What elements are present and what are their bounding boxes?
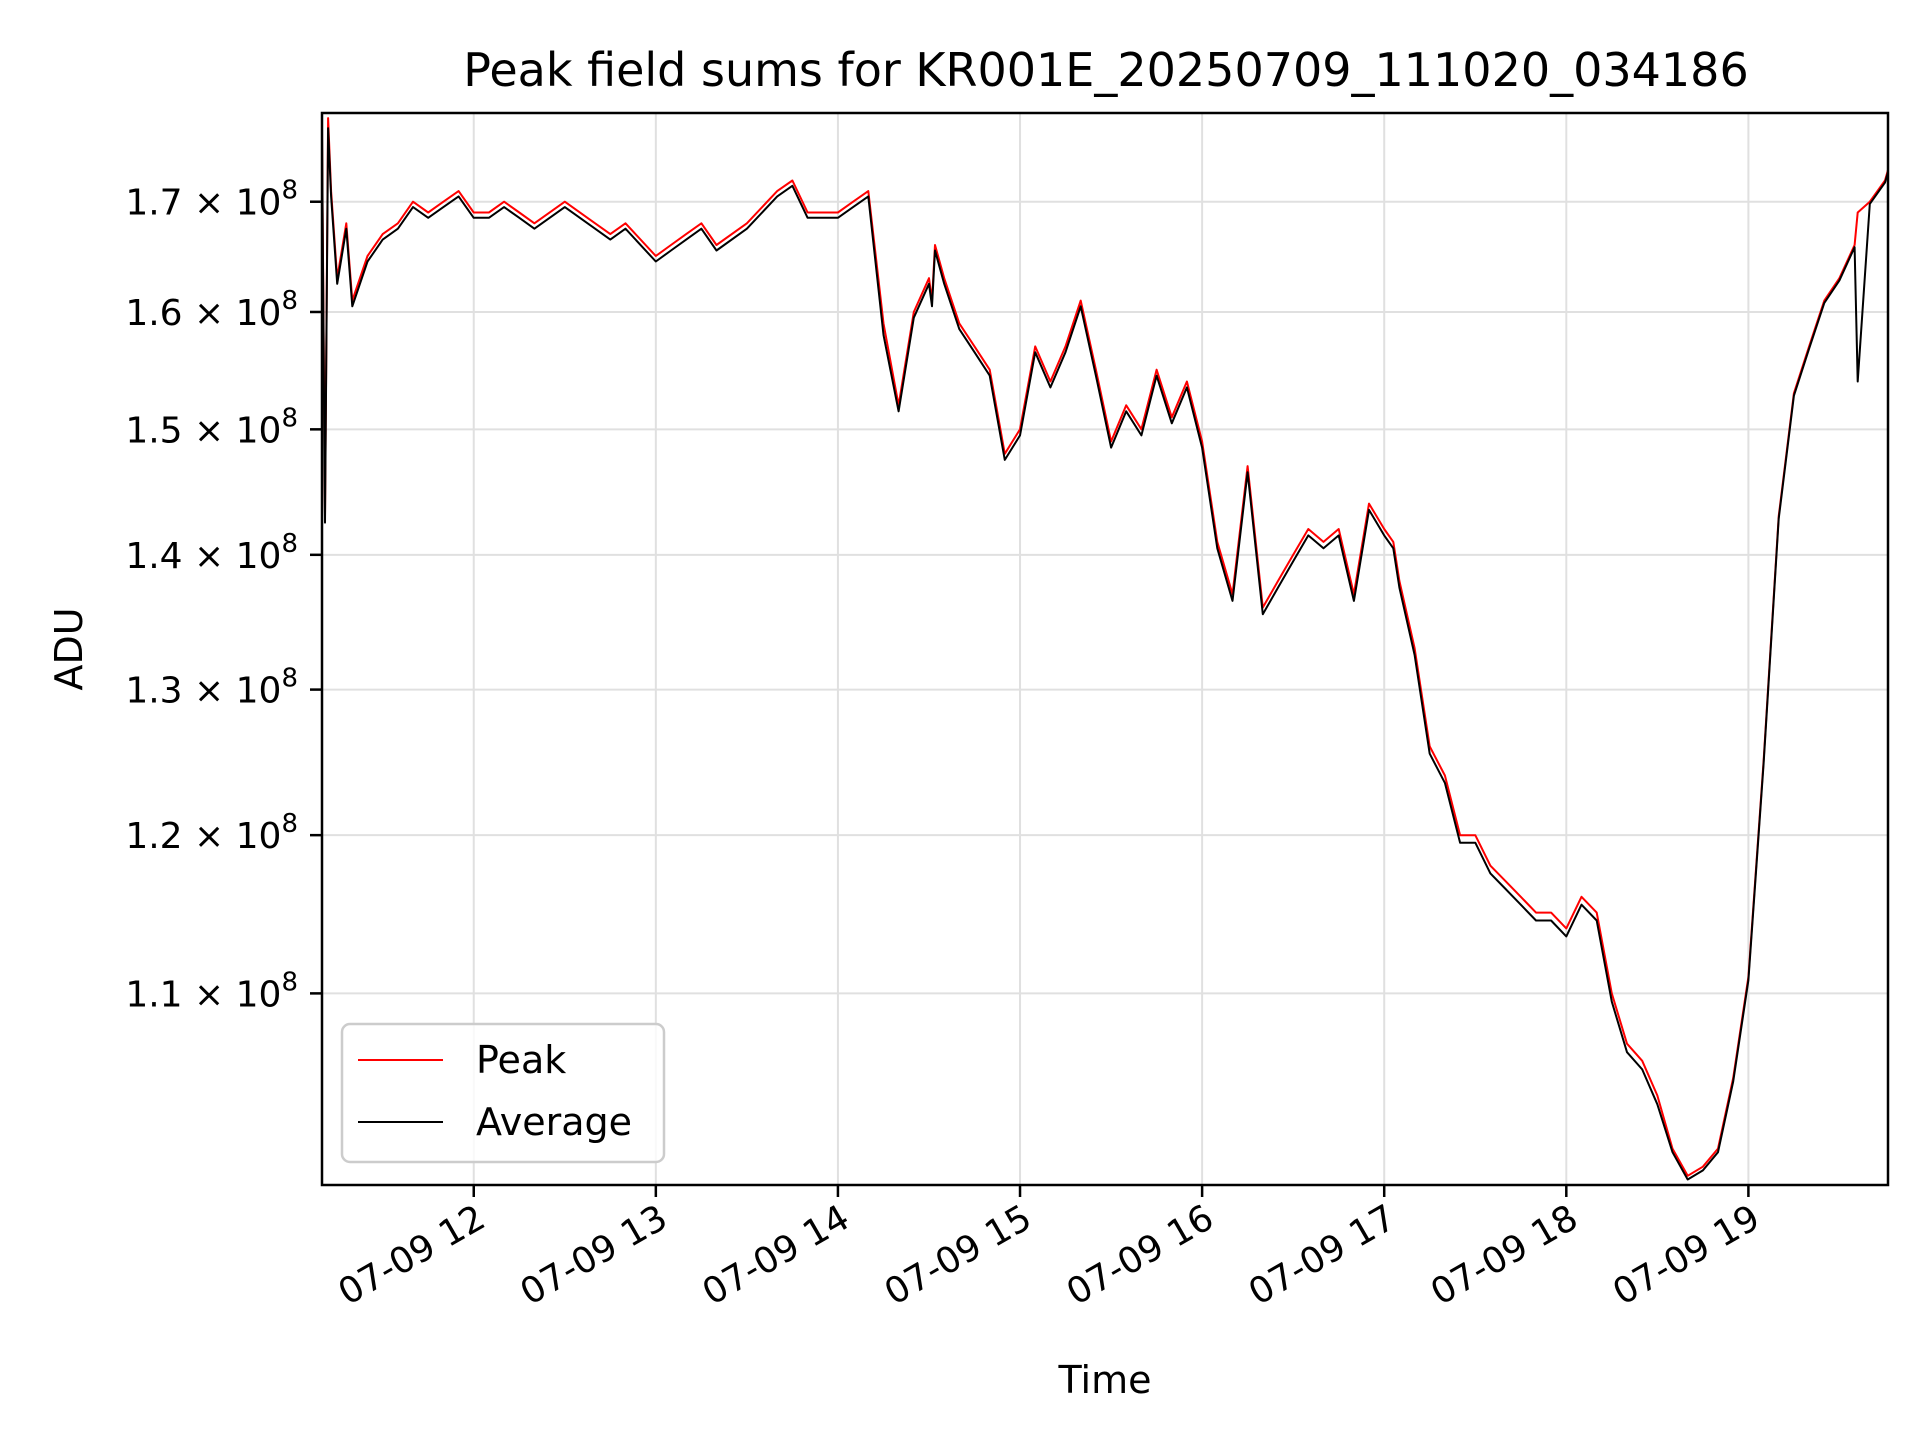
- y-tick-exponent: 8: [281, 809, 298, 839]
- y-tick-label: 1.6 × 108: [125, 286, 298, 334]
- y-tick-label: 1.4 × 108: [125, 529, 298, 577]
- y-tick-mantissa: 1.7: [125, 183, 182, 224]
- y-tick-mantissa: 1.3: [125, 671, 182, 712]
- y-tick-exponent: 8: [281, 967, 298, 997]
- y-tick-mantissa: 1.5: [125, 410, 182, 451]
- y-tick-base: 10: [236, 293, 282, 334]
- y-tick-base: 10: [236, 974, 282, 1015]
- series-line-average: [321, 127, 1889, 1181]
- y-tick-times: ×: [183, 183, 236, 224]
- y-tick-mantissa: 1.4: [125, 536, 182, 577]
- y-tick-base: 10: [236, 816, 282, 857]
- y-tick-label: 1.2 × 108: [125, 809, 298, 857]
- y-tick-times: ×: [183, 816, 236, 857]
- y-tick-exponent: 8: [281, 403, 298, 433]
- y-tick-label: 1.3 × 108: [125, 664, 298, 712]
- y-tick-base: 10: [236, 410, 282, 451]
- y-tick-label: 1.1 × 108: [125, 967, 298, 1015]
- series-layer: [321, 117, 1889, 1181]
- legend-label-average: Average: [476, 1100, 632, 1144]
- legend-box: [340, 1022, 666, 1164]
- y-tick-base: 10: [236, 671, 282, 712]
- y-tick-base: 10: [236, 183, 282, 224]
- legend: Peak Average: [340, 1022, 666, 1164]
- y-tick-exponent: 8: [281, 286, 298, 316]
- x-axis-label: Time: [1058, 1358, 1152, 1402]
- y-tick-times: ×: [183, 293, 236, 334]
- y-tick-exponent: 8: [281, 529, 298, 559]
- y-tick-exponent: 8: [281, 176, 298, 206]
- chart-title: Peak field sums for KR001E_20250709_1110…: [463, 43, 1748, 97]
- grid-lines: [322, 113, 1888, 1185]
- y-tick-times: ×: [183, 410, 236, 451]
- y-tick-mantissa: 1.2: [125, 816, 182, 857]
- y-tick-exponent: 8: [281, 664, 298, 694]
- plot-frame: [320, 111, 1890, 1187]
- y-tick-times: ×: [183, 671, 236, 712]
- series-line-peak: [321, 117, 1889, 1177]
- y-tick-times: ×: [183, 974, 236, 1015]
- y-tick-mantissa: 1.6: [125, 293, 182, 334]
- y-tick-times: ×: [183, 536, 236, 577]
- y-tick-label: 1.5 × 108: [125, 403, 298, 451]
- y-axis-label: ADU: [47, 607, 91, 690]
- legend-label-peak: Peak: [476, 1038, 566, 1082]
- y-tick-base: 10: [236, 536, 282, 577]
- y-tick-label: 1.7 × 108: [125, 176, 298, 224]
- y-tick-mantissa: 1.1: [125, 974, 182, 1015]
